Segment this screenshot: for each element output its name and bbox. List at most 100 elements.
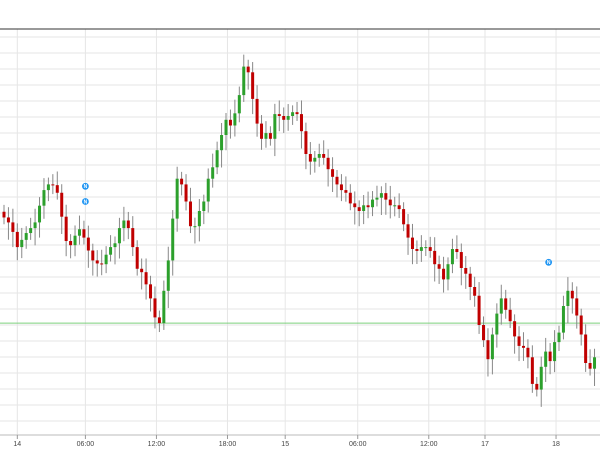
x-tick-label: 15 bbox=[281, 441, 289, 448]
candle-up bbox=[291, 112, 295, 116]
candle-down bbox=[482, 325, 486, 341]
candle-down bbox=[344, 190, 348, 193]
candle-down bbox=[2, 211, 6, 218]
candle-down bbox=[246, 66, 250, 73]
candle-up bbox=[197, 211, 201, 227]
candle-up bbox=[162, 290, 166, 324]
candle-down bbox=[464, 268, 468, 274]
candle-down bbox=[91, 250, 95, 261]
candle-down bbox=[299, 114, 303, 132]
candle-down bbox=[477, 295, 481, 325]
candle-down bbox=[135, 247, 139, 269]
candle-up bbox=[495, 313, 499, 335]
candle-down bbox=[468, 273, 472, 287]
candle-down bbox=[433, 250, 437, 265]
x-tick-label: 18 bbox=[552, 441, 560, 448]
candles-layer bbox=[2, 54, 597, 407]
candle-up bbox=[224, 119, 228, 135]
news-marker-icon bbox=[82, 182, 89, 190]
candle-up bbox=[242, 66, 246, 96]
candle-down bbox=[535, 383, 539, 390]
candle-down bbox=[131, 228, 135, 248]
candle-down bbox=[149, 284, 153, 299]
news-marker-label: N bbox=[84, 199, 88, 205]
x-tick-label: 12:00 bbox=[148, 441, 166, 448]
candle-down bbox=[339, 184, 343, 191]
candle-down bbox=[388, 199, 392, 206]
candle-down bbox=[521, 345, 525, 348]
candle-down bbox=[55, 185, 59, 193]
candle-up bbox=[490, 334, 494, 360]
candle-down bbox=[459, 252, 463, 268]
candle-down bbox=[530, 357, 534, 384]
candle-down bbox=[548, 351, 552, 362]
candle-down bbox=[6, 217, 10, 223]
candle-down bbox=[82, 229, 86, 238]
candle-down bbox=[326, 157, 330, 170]
candle-up bbox=[566, 290, 570, 306]
news-marker-icon bbox=[82, 198, 89, 205]
candle-up bbox=[544, 351, 548, 367]
candle-up bbox=[220, 135, 224, 151]
candle-down bbox=[69, 241, 73, 246]
candle-up bbox=[117, 228, 121, 244]
candle-up bbox=[264, 133, 268, 139]
candle-up bbox=[593, 357, 597, 369]
candle-down bbox=[397, 205, 401, 210]
candle-down bbox=[415, 249, 419, 251]
candle-down bbox=[64, 216, 68, 242]
candle-down bbox=[504, 298, 508, 310]
candle-down bbox=[410, 237, 414, 249]
candle-down bbox=[144, 272, 148, 285]
candle-up bbox=[29, 228, 33, 234]
candle-down bbox=[526, 347, 530, 358]
candle-down bbox=[282, 116, 286, 120]
candle-up bbox=[42, 190, 46, 206]
candle-down bbox=[295, 112, 299, 115]
candle-down bbox=[402, 209, 406, 225]
candle-up bbox=[371, 199, 375, 208]
candle-up bbox=[286, 116, 290, 120]
candle-down bbox=[60, 192, 64, 217]
x-axis: 14 06:00 12:00 18:00 15 06:00 12:00 17 18 bbox=[13, 435, 560, 448]
candle-down bbox=[268, 133, 272, 139]
candle-up bbox=[561, 306, 565, 333]
candle-up bbox=[539, 366, 543, 390]
candle-up bbox=[499, 298, 503, 314]
candle-up bbox=[450, 249, 454, 265]
candle-down bbox=[157, 317, 161, 324]
candle-down bbox=[575, 298, 579, 316]
candle-down bbox=[228, 119, 232, 126]
candle-up bbox=[202, 201, 206, 211]
candle-down bbox=[100, 263, 104, 265]
candle-down bbox=[260, 123, 264, 139]
candle-up bbox=[38, 205, 42, 223]
candle-down bbox=[437, 264, 441, 269]
candle-up bbox=[33, 222, 37, 229]
candle-up bbox=[393, 205, 397, 207]
candle-down bbox=[428, 247, 432, 251]
candle-down bbox=[517, 336, 521, 346]
candle-down bbox=[406, 224, 410, 238]
candle-down bbox=[140, 268, 144, 273]
candle-down bbox=[579, 315, 583, 335]
candle-up bbox=[237, 95, 241, 114]
candle-up bbox=[24, 233, 28, 240]
candle-up bbox=[273, 114, 277, 139]
candle-down bbox=[357, 207, 361, 211]
candle-up bbox=[375, 197, 379, 200]
candle-down bbox=[51, 184, 55, 186]
candle-down bbox=[455, 249, 459, 253]
frame-layer bbox=[0, 28, 600, 436]
candle-up bbox=[215, 150, 219, 168]
candle-up bbox=[211, 167, 215, 179]
candle-up bbox=[122, 220, 126, 229]
candle-down bbox=[322, 154, 326, 158]
candle-down bbox=[584, 334, 588, 363]
candle-up bbox=[175, 178, 179, 219]
candle-down bbox=[308, 154, 312, 162]
news-markers-layer: N N N bbox=[82, 182, 553, 266]
candle-down bbox=[126, 220, 130, 229]
